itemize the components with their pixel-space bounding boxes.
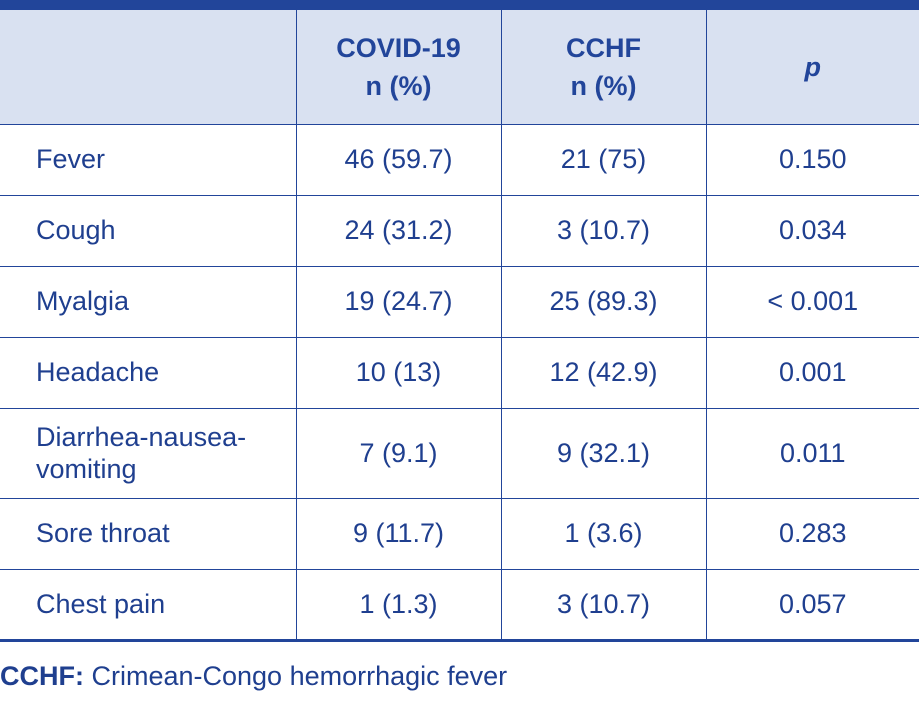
table-row-headache: Headache 10 (13) 12 (42.9) 0.001 [0,336,919,409]
symptom-cell: Chest pain [0,568,297,642]
header-blank-cell [0,10,297,125]
p-value-cell: 0.001 [705,336,919,409]
covid-cell: 9 (11.7) [295,497,502,570]
symptom-line-1: Diarrhea-nausea- [36,422,247,452]
cchf-cell: 3 (10.7) [500,568,707,642]
p-value-cell: 0.011 [705,407,919,499]
symptoms-table: COVID-19 n (%) CCHF n (%) p Fever 46 (59… [0,10,919,642]
table-row-myalgia: Myalgia 19 (24.7) 25 (89.3) < 0.001 [0,265,919,338]
p-value-cell: 0.150 [705,123,919,196]
symptom-line-2: vomiting [36,454,137,484]
header-covid: COVID-19 n (%) [295,10,502,125]
table-row-diarrhea: Diarrhea-nausea- vomiting 7 (9.1) 9 (32.… [0,407,919,499]
cchf-cell: 25 (89.3) [500,265,707,338]
footnote-abbreviation: CCHF: [0,661,84,691]
table-row-chest-pain: Chest pain 1 (1.3) 3 (10.7) 0.057 [0,568,919,642]
header-covid-title: COVID-19 [336,32,461,63]
table-top-bar [0,0,919,10]
table-header-row: COVID-19 n (%) CCHF n (%) p [0,10,919,125]
table-row-cough: Cough 24 (31.2) 3 (10.7) 0.034 [0,194,919,267]
p-value-cell: 0.283 [705,497,919,570]
covid-cell: 10 (13) [295,336,502,409]
footnote-definition: Crimean-Congo hemorrhagic fever [83,661,508,691]
header-cchf-unit: n (%) [570,70,637,101]
header-p-value: p [705,10,919,125]
symptom-cell: Fever [0,123,297,196]
cchf-cell: 9 (32.1) [500,407,707,499]
symptom-cell: Sore throat [0,497,297,570]
symptom-cell: Myalgia [0,265,297,338]
p-value-cell: 0.057 [705,568,919,642]
covid-cell: 1 (1.3) [295,568,502,642]
p-value-cell: 0.034 [705,194,919,267]
covid-cell: 46 (59.7) [295,123,502,196]
header-cchf-title: CCHF [566,32,641,63]
cchf-cell: 12 (42.9) [500,336,707,409]
covid-cell: 7 (9.1) [295,407,502,499]
covid-cell: 24 (31.2) [295,194,502,267]
symptom-cell: Headache [0,336,297,409]
cchf-cell: 3 (10.7) [500,194,707,267]
table-footnote: CCHF: Crimean-Congo hemorrhagic fever [0,661,507,692]
symptom-cell: Diarrhea-nausea- vomiting [0,407,297,499]
symptom-cell: Cough [0,194,297,267]
cchf-cell: 1 (3.6) [500,497,707,570]
header-cchf: CCHF n (%) [500,10,707,125]
table-row-fever: Fever 46 (59.7) 21 (75) 0.150 [0,123,919,196]
table-row-sore-throat: Sore throat 9 (11.7) 1 (3.6) 0.283 [0,497,919,570]
cchf-cell: 21 (75) [500,123,707,196]
covid-cell: 19 (24.7) [295,265,502,338]
p-value-cell: < 0.001 [705,265,919,338]
header-covid-unit: n (%) [365,70,432,101]
